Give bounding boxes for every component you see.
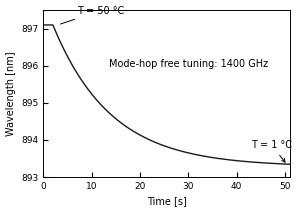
Text: Mode-hop free tuning: 1400 GHz: Mode-hop free tuning: 1400 GHz <box>109 59 268 69</box>
Text: T = 1 °C: T = 1 °C <box>251 140 292 162</box>
Text: T = 50 °C: T = 50 °C <box>60 6 124 24</box>
Y-axis label: Wavelength [nm]: Wavelength [nm] <box>6 51 16 136</box>
X-axis label: Time [s]: Time [s] <box>147 197 187 206</box>
